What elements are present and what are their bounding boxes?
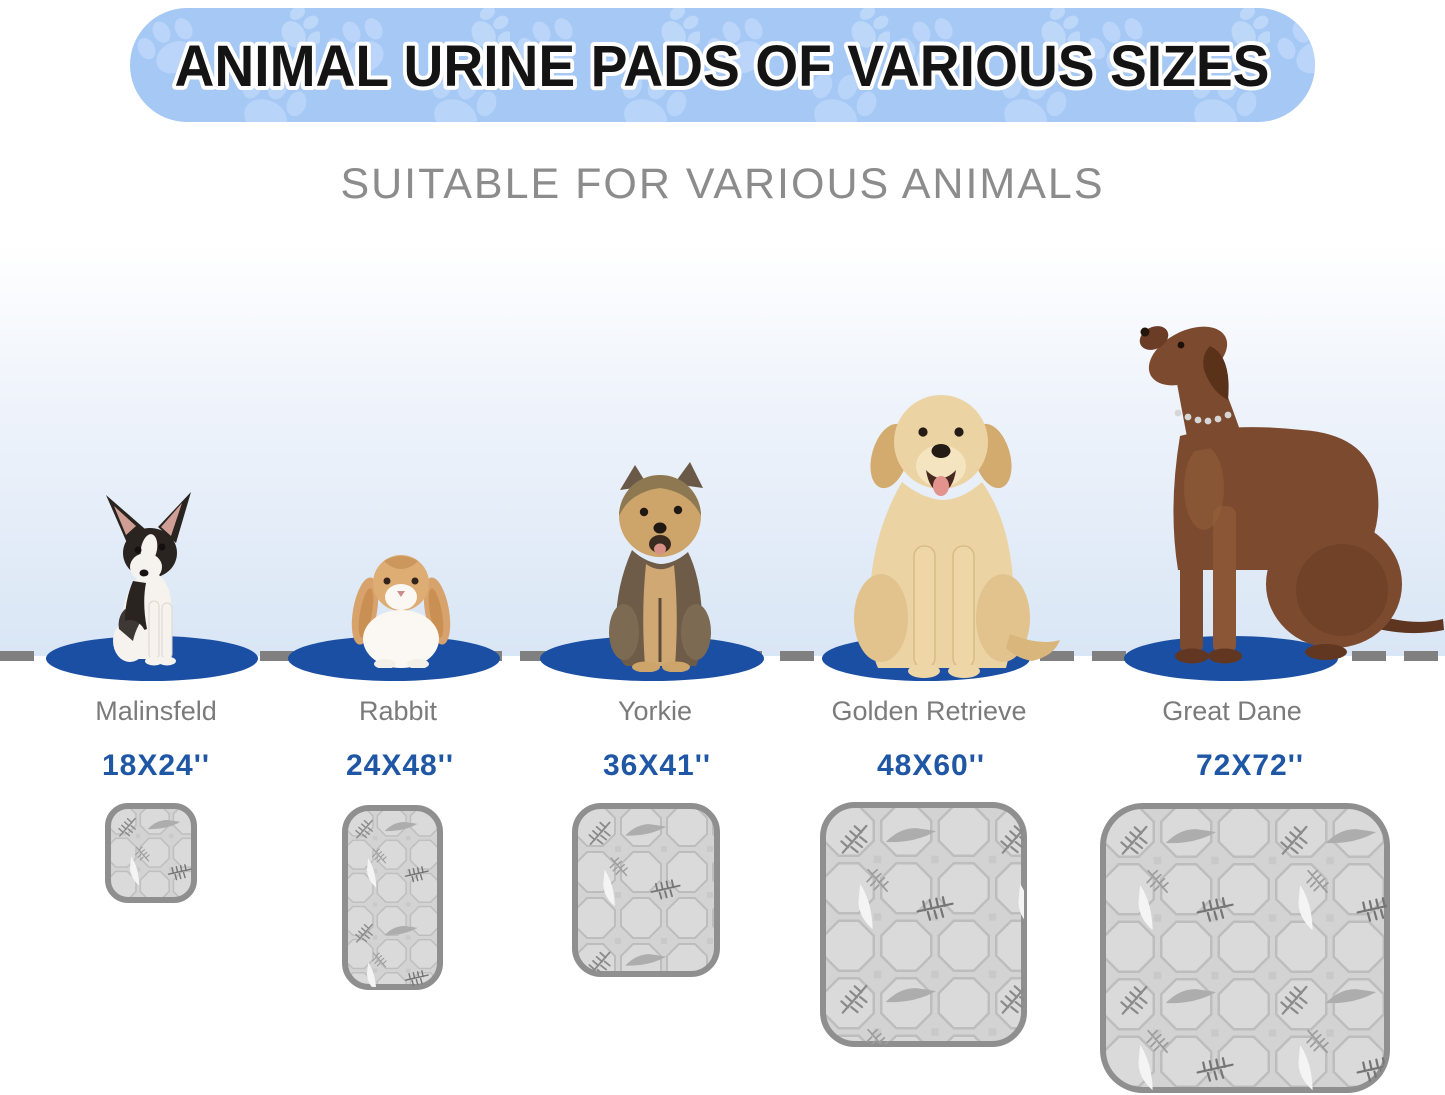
chihuahua-icon: [106, 492, 191, 666]
pad-size-label: 72X72'': [1195, 749, 1305, 782]
great-dane-icon: [1139, 326, 1444, 664]
header-banner: ANIMAL URINE PADS OF VARIOUS SIZES: [130, 8, 1315, 122]
rabbit-icon: [351, 555, 451, 668]
animal-name-label: Golden Retrieve: [831, 696, 1027, 726]
pad-swatch-36x41: [572, 803, 720, 977]
animal-name-label: Yorkie: [617, 696, 693, 726]
animal-name-label: Malinsfeld: [95, 696, 217, 726]
pad-size-label: 18X24'': [101, 749, 211, 782]
yorkie-icon: [609, 462, 711, 672]
pad-swatch-24x48: [342, 805, 443, 990]
pad-size-label: 48X60'': [876, 749, 986, 782]
subtitle: SUITABLE FOR VARIOUS ANIMALS: [340, 160, 1105, 208]
golden-retriever-icon: [854, 395, 1060, 678]
pad-swatch-48x60: [820, 802, 1027, 1047]
paw-print-pattern: [130, 8, 1315, 122]
chain-collar: [1174, 409, 1232, 425]
pad-size-label: 36X41'': [602, 749, 712, 782]
animal-name-label: Great Dane: [1162, 696, 1302, 726]
pad-swatch-18x24: [105, 803, 197, 903]
banner-title: ANIMAL URINE PADS OF VARIOUS SIZES: [175, 34, 1270, 99]
pad-swatch-72x72: [1100, 803, 1390, 1093]
animal-name-label: Rabbit: [358, 696, 438, 726]
banner-background: ANIMAL URINE PADS OF VARIOUS SIZES: [130, 8, 1315, 122]
pad-size-label: 24X48'': [345, 749, 455, 782]
